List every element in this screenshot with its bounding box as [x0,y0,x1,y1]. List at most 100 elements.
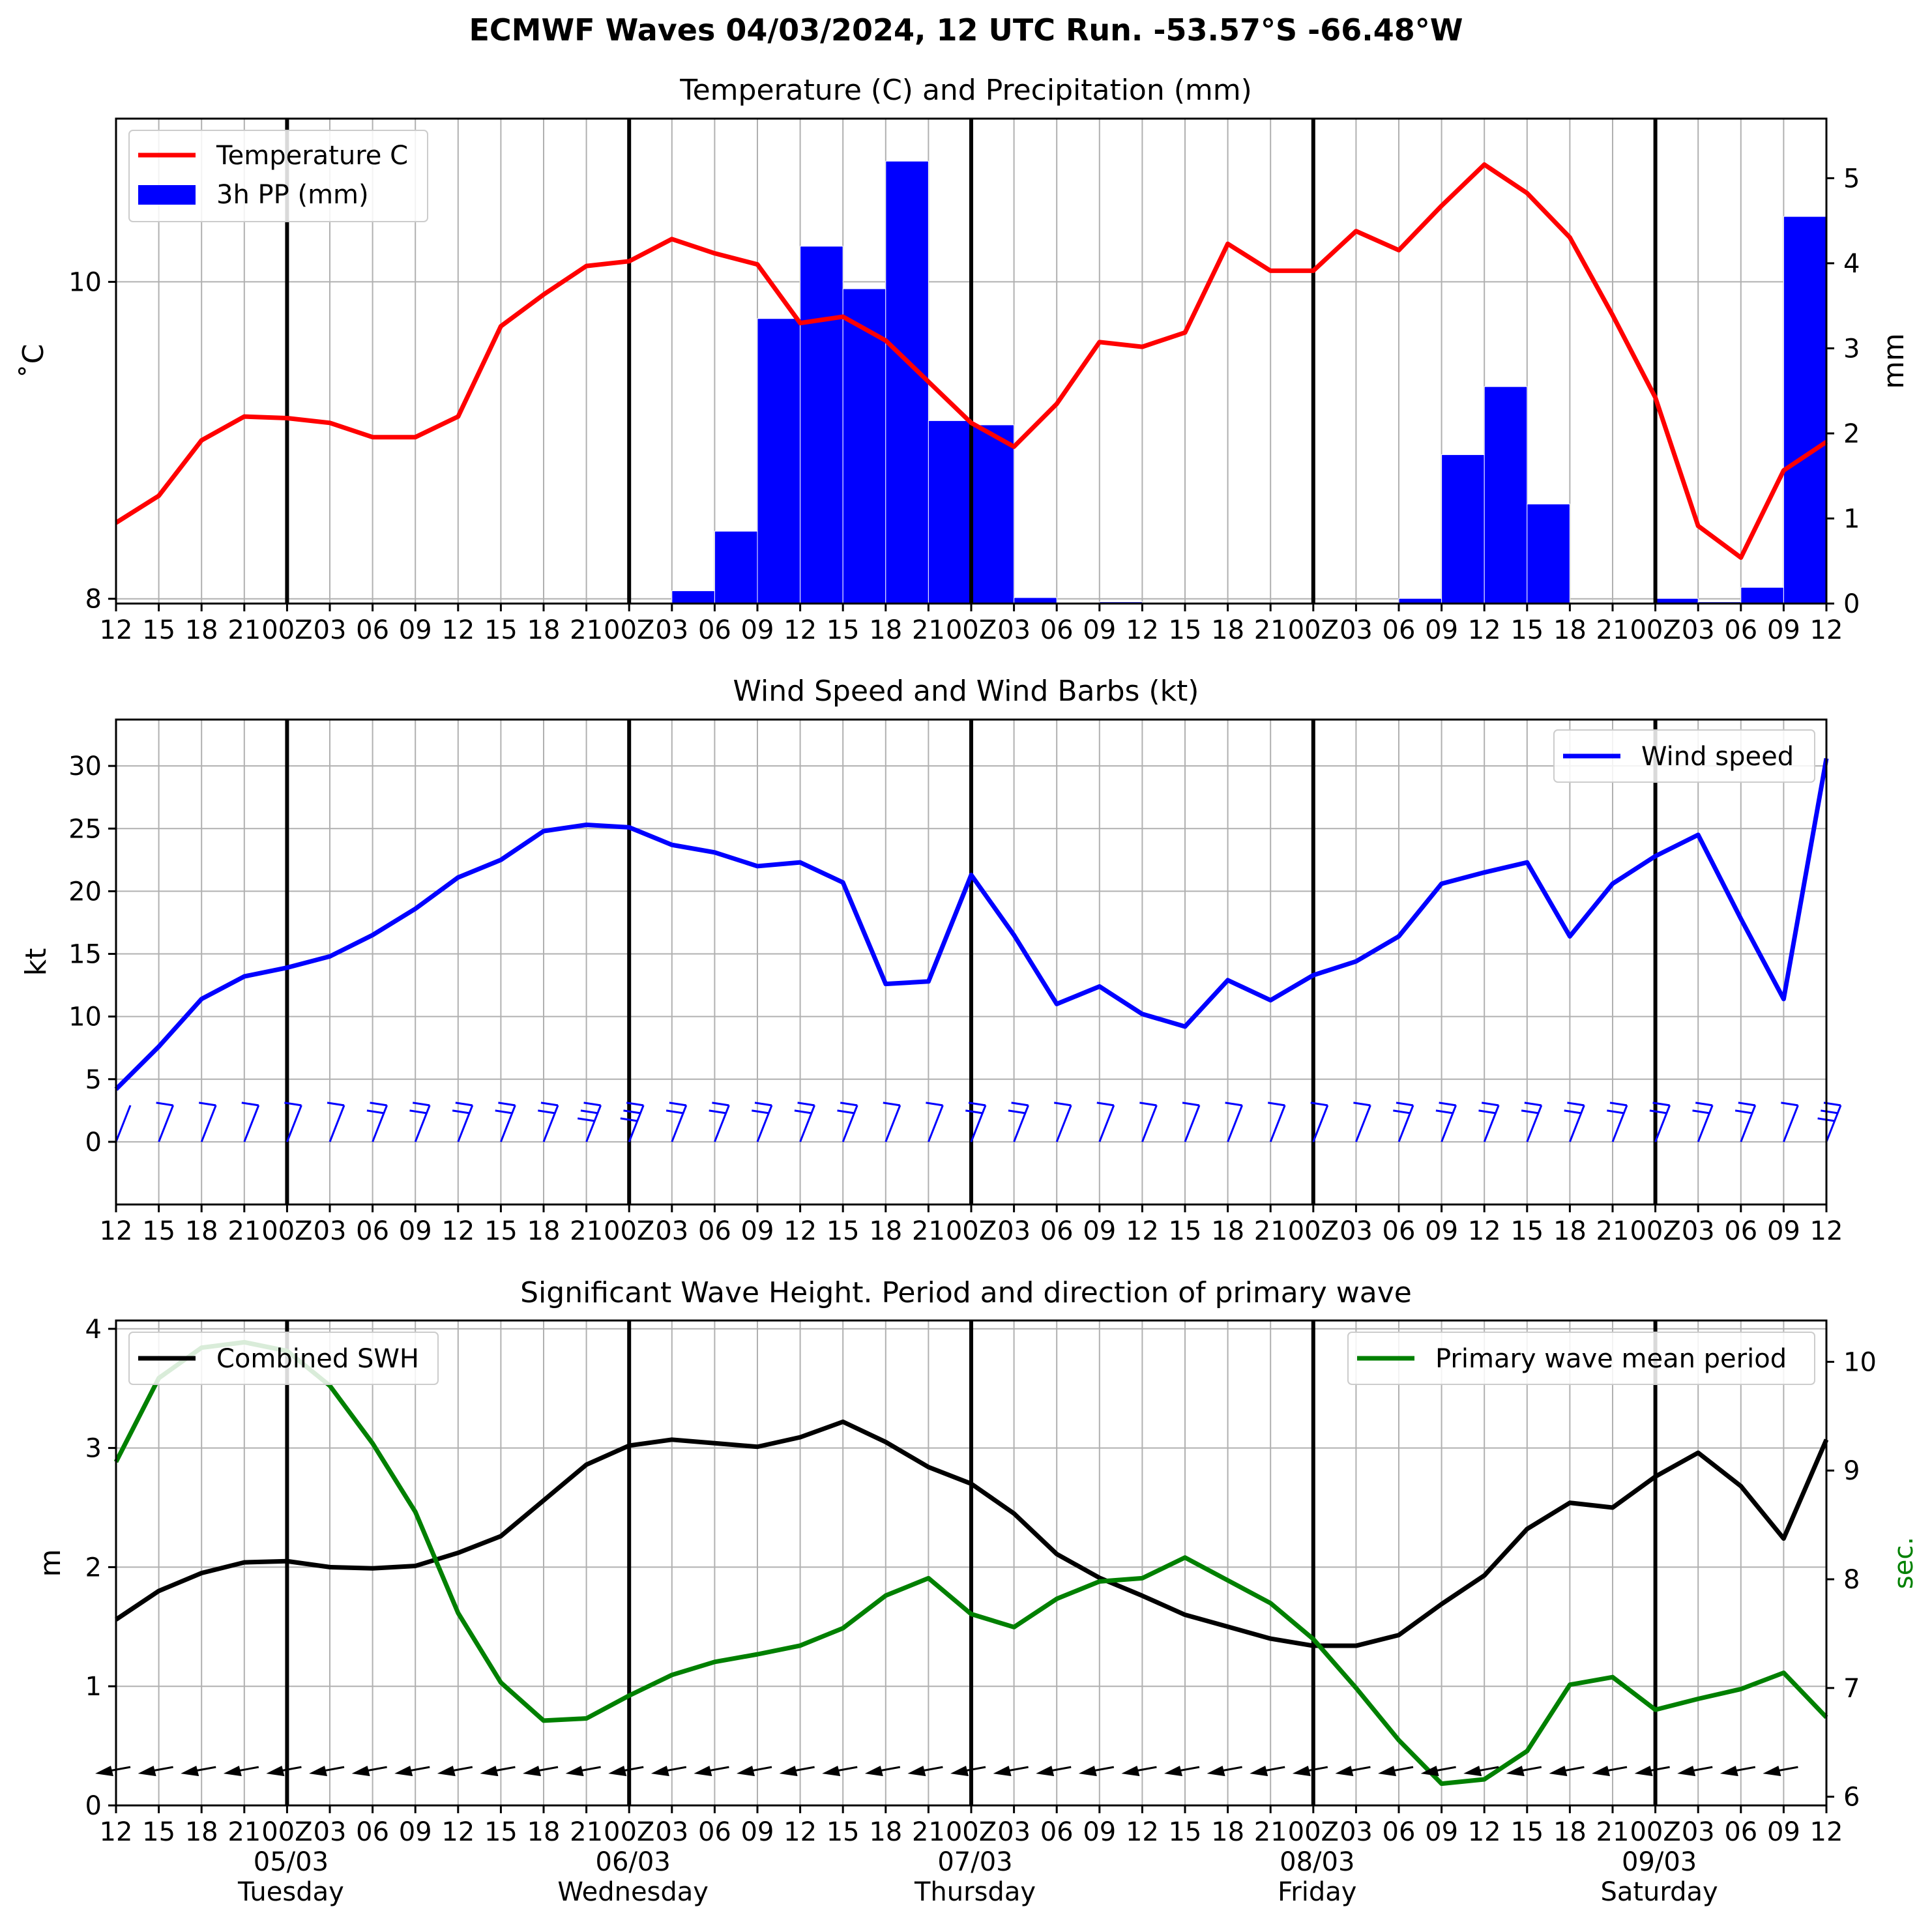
precip-bar [1527,503,1570,604]
wave-direction-arrowhead [1634,1766,1653,1777]
wave-x-ticks: 12 15 18 21 00Z 03 06 09 12 15 18 21 00Z 03 06 09 12 15 18… [100,1805,1843,1847]
wave-y-axis-label: m [34,1549,67,1577]
x-tick-label: 21 [570,615,603,645]
wind-barb [752,1102,773,1143]
x-tick-label: 03 [1682,1817,1715,1847]
period-legend-box [1347,1332,1815,1385]
precip-bar [1783,216,1827,604]
precip-bar [1484,386,1528,604]
x-tick-label: 21 [1596,1216,1630,1246]
temperature-legend-box [128,130,428,222]
wave-direction-arrowhead [1763,1766,1781,1777]
wave-direction-arrowhead [1677,1766,1696,1777]
x-tick-label: 12 [441,1817,475,1847]
precip-bar [757,318,801,604]
x-tick-label: 12 [100,1817,133,1847]
day-weekday-label: Friday [1278,1877,1356,1907]
precip-bar [1740,587,1784,604]
wind-barb [1478,1102,1500,1143]
day-date-label: 07/03 [937,1847,1012,1877]
wave-direction-arrowhead [608,1766,627,1777]
x-tick-label: 06 [1724,1817,1757,1847]
period-legend: Primary wave mean period [1347,1332,1815,1385]
x-tick-label: 15 [1169,615,1202,645]
x-tick-label: 09 [1083,1216,1116,1246]
precip-bar [671,590,715,604]
x-tick-label: 00Z [946,615,997,645]
day-date-label: 05/03 [254,1847,329,1877]
swh-line [115,1419,1829,1648]
wave-direction-arrowhead [993,1766,1012,1777]
y-tick-label: 15 [68,940,102,970]
x-tick-label: 06 [1383,615,1416,645]
x-tick-label: 12 [1810,1216,1843,1246]
precip-legend-swatch [138,185,196,205]
x-tick-label: 21 [1596,1817,1630,1847]
wave-y-ticks: 0 1 2 3 4 [85,1315,116,1821]
wave-direction-arrowhead [779,1766,798,1777]
temperature-y-ticks: 8 10 [68,267,116,615]
y-tick-label: 20 [68,877,102,907]
x-tick-label: 15 [1510,615,1544,645]
wind-barbs [115,1102,1842,1143]
wave-direction-arrowhead [1592,1766,1610,1777]
x-tick-label: 03 [655,1817,688,1847]
wave-direction-arrowhead [1207,1766,1225,1777]
x-tick-label: 00Z [946,1817,997,1847]
x-tick-label: 03 [314,1216,347,1246]
x-tick-label: 15 [827,1216,860,1246]
wind-barb [452,1102,474,1143]
wind-barb [794,1102,815,1143]
swh-legend-label: Combined SWH [216,1344,419,1374]
y-tick-label: 30 [68,751,102,781]
wave-direction-arrowhead [694,1766,712,1777]
period-y-ticks: 6 7 8 9 10 [1826,1347,1877,1813]
x-tick-label: 21 [912,1216,945,1246]
wave-direction-arrowhead [394,1766,413,1777]
x-tick-label: 12 [1126,615,1159,645]
y-tick-label: 0 [85,1128,102,1158]
wave-direction-arrowhead [651,1766,669,1777]
y2-tick-label: 8 [1843,1565,1860,1595]
x-tick-label: 12 [783,1817,817,1847]
wave-direction-arrowhead [1720,1766,1738,1777]
x-tick-label: 15 [484,1216,518,1246]
x-tick-label: 12 [783,615,817,645]
x-tick-label: 00Z [604,1817,654,1847]
wave-direction-arrowhead [1420,1766,1439,1777]
swh-legend-box [128,1332,439,1385]
wind-barb [666,1102,688,1143]
y2-tick-label: 2 [1843,419,1860,449]
precip-bars [671,160,1827,604]
x-tick-label: 18 [869,615,902,645]
y2-tick-label: 0 [1843,589,1860,619]
figure-suptitle: ECMWF Waves 04/03/2024, 12 UTC Run. -53.… [469,12,1463,48]
wind-speed-line [114,757,1829,1091]
x-tick-label: 00Z [1630,1817,1680,1847]
wind-barb [1353,1102,1371,1143]
wind-barb [577,1102,602,1143]
x-tick-label: 18 [869,1216,902,1246]
x-tick-label: 00Z [604,615,654,645]
x-tick-label: 21 [570,1817,603,1847]
x-tick-label: 03 [1682,1216,1715,1246]
wave-title: Significant Wave Height. Period and dire… [520,1276,1412,1309]
wind-barb [1008,1102,1029,1143]
x-tick-label: 15 [484,1817,518,1847]
wave-direction-arrows [95,1766,1798,1777]
x-tick-label: 12 [1810,1817,1843,1847]
x-tick-label: 00Z [1630,1216,1680,1246]
wind-x-ticks: 12 15 18 21 00Z 03 06 09 12 15 18 21 00Z 03 06 09 12 15 18… [100,1204,1843,1246]
day-weekday-label: Wednesday [557,1877,709,1907]
precip-y-axis-label: mm [1877,333,1910,389]
wind-barb [1435,1102,1457,1143]
wave-direction-arrowhead [1549,1766,1568,1777]
x-tick-label: 06 [356,615,389,645]
wind-barb [1225,1102,1243,1143]
temperature-legend-label: Temperature C [216,141,408,171]
x-tick-label: 03 [314,615,347,645]
x-tick-label: 12 [1468,1817,1501,1847]
wind-barb [1096,1102,1115,1143]
wind-day-lines [285,720,1658,1204]
